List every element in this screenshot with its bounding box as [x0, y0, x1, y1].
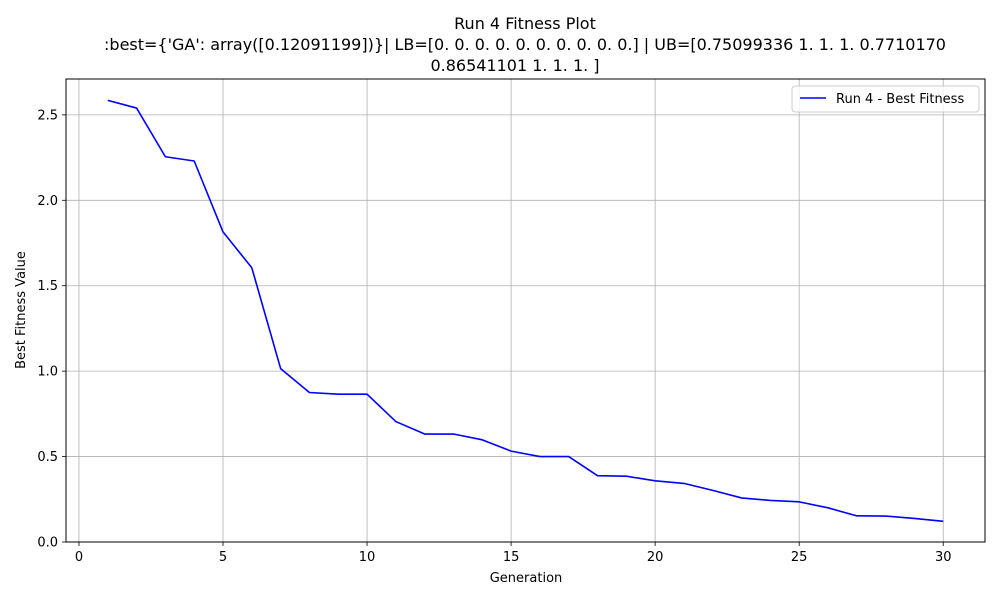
chart-title-group: Run 4 Fitness Plot :best={'GA': array([0… [104, 14, 946, 75]
y-axis-label: Best Fitness Value [14, 251, 29, 369]
x-tick-label: 0 [75, 550, 83, 565]
x-tick-label: 15 [503, 550, 520, 565]
x-axis-label: Generation [490, 571, 563, 586]
y-tick-label: 2.0 [37, 194, 58, 209]
x-tick-label: 30 [935, 550, 952, 565]
series-line [107, 99, 944, 523]
chart-subtitle-line-1: :best={'GA': array([0.12091199])}| LB=[0… [104, 35, 946, 54]
grid-lines [66, 79, 985, 543]
y-tick-label: 1.5 [37, 279, 58, 294]
series-lines [107, 99, 944, 523]
chart-subtitle-line-2: 0.86541101 1. 1. 1. ] [430, 56, 599, 75]
y-tick-label: 0.5 [37, 450, 58, 465]
x-tick-label: 5 [219, 550, 227, 565]
legend: Run 4 - Best Fitness [791, 85, 980, 113]
legend-label: Run 4 - Best Fitness [836, 92, 964, 107]
x-tick-label: 10 [359, 550, 376, 565]
axis-ticks: 0 5 10 15 20 25 30 0.0 0.5 1.0 1.5 2.0 2.5 [37, 108, 951, 565]
x-tick-label: 25 [791, 550, 808, 565]
y-tick-label: 0.0 [37, 536, 58, 551]
chart-title: Run 4 Fitness Plot [454, 14, 596, 33]
y-tick-label: 2.5 [37, 108, 58, 123]
axes-frame [65, 78, 986, 543]
legend-box [791, 85, 980, 113]
x-tick-label: 20 [647, 550, 664, 565]
y-tick-label: 1.0 [37, 365, 58, 380]
